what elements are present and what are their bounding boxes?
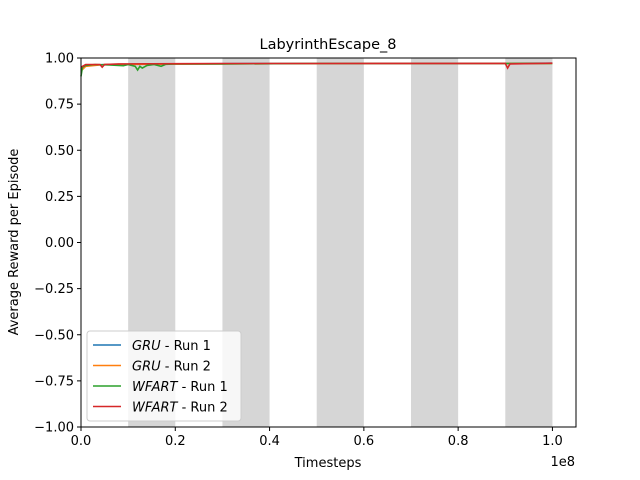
x-tick-label: 0.4 (259, 434, 280, 449)
shaded-band-3 (316, 58, 364, 427)
series-line-4 (80, 62, 553, 70)
plot-area (80, 57, 577, 428)
x-axis-offset-label: 1e8 (550, 455, 575, 470)
legend-entry-run: - Run 2 (161, 360, 211, 375)
x-tick-label: 0.2 (165, 434, 186, 449)
y-tick-label: 0.25 (45, 190, 74, 205)
x-tick-label: 0.8 (448, 434, 469, 449)
y-tick-label: −0.50 (34, 328, 74, 343)
legend-entry-4: WFART - Run 2 (132, 401, 228, 416)
legend-box (86, 330, 242, 422)
x-tick-label: 0.6 (354, 434, 375, 449)
x-axis-ticks: 0.0 0.2 0.4 0.6 0.8 1.0 (71, 427, 563, 449)
x-tick-label: 1.0 (542, 434, 563, 449)
y-tick-label: 0.00 (45, 236, 74, 251)
legend-entry-1: GRU - Run 1 (132, 339, 211, 354)
y-tick-label: 0.75 (45, 98, 74, 113)
legend-entry-run: - Run 2 (177, 401, 227, 416)
shaded-band-5 (505, 58, 553, 427)
x-tick-label: 0.0 (71, 434, 92, 449)
legend-entry-model: WFART (132, 401, 178, 416)
legend-entry-3: WFART - Run 1 (132, 380, 228, 395)
shaded-band-4 (411, 58, 459, 427)
y-axis-ticks: 1.00 0.75 0.50 0.25 0.00 −0.25 −0.50 −0.75 −1.00 (34, 52, 81, 436)
y-tick-label: −0.75 (34, 374, 74, 389)
y-tick-label: 1.00 (45, 52, 74, 67)
chart-title: LabyrinthEscape_8 (260, 37, 397, 53)
y-tick-label: −1.00 (34, 421, 74, 436)
legend-entry-model: GRU (132, 339, 161, 354)
legend-entry-model: GRU (132, 360, 161, 375)
legend-entry-run: - Run 1 (161, 339, 211, 354)
legend-entry-model: WFART (132, 380, 178, 395)
y-tick-label: −0.25 (34, 282, 74, 297)
legend-entry-run: - Run 1 (177, 380, 227, 395)
y-tick-label: 0.50 (45, 144, 74, 159)
y-axis-label: Average Reward per Episode (7, 149, 22, 336)
x-axis-label: Timesteps (294, 456, 362, 471)
legend-entry-2: GRU - Run 2 (132, 360, 211, 375)
shaded-bands (128, 58, 553, 427)
series-lines (80, 62, 553, 77)
